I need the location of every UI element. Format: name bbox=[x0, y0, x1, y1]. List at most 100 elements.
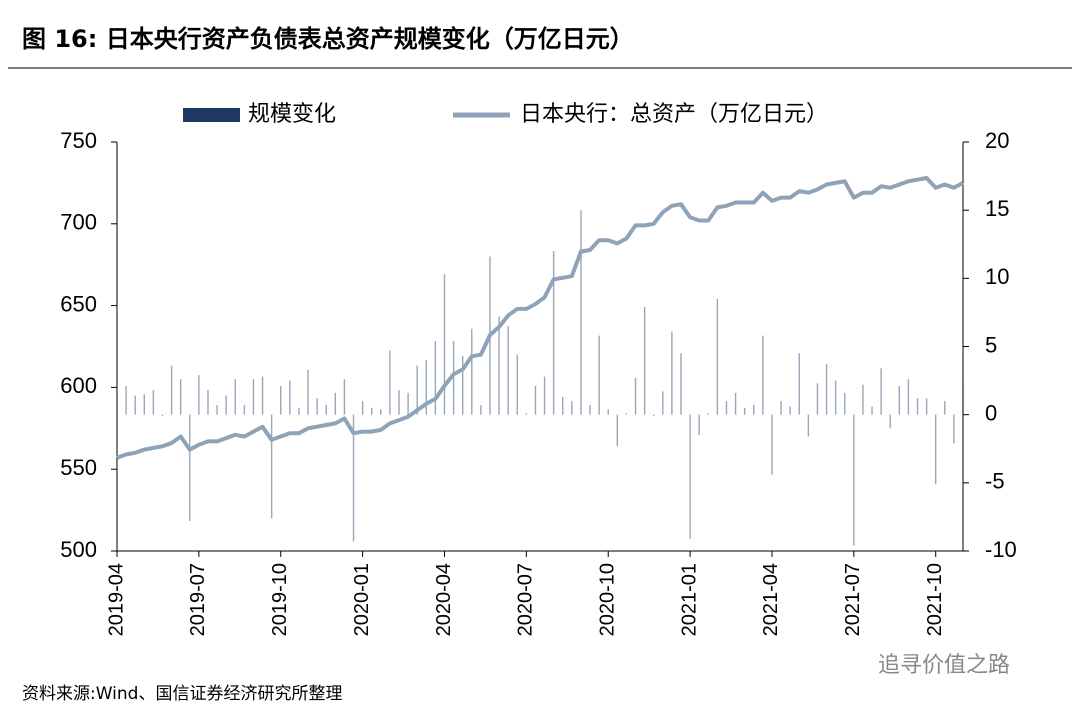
bar bbox=[334, 392, 337, 415]
y-tick-label: 600 bbox=[60, 373, 97, 398]
bar bbox=[816, 383, 819, 415]
x-tick-label: 2021-07 bbox=[842, 563, 864, 636]
x-tick-label: 2021-01 bbox=[678, 563, 700, 636]
bar bbox=[298, 407, 300, 415]
bar bbox=[834, 380, 837, 415]
bar bbox=[289, 380, 291, 415]
bar bbox=[452, 341, 455, 415]
bar bbox=[734, 392, 737, 415]
bar bbox=[170, 365, 173, 415]
bar bbox=[916, 398, 919, 415]
bar bbox=[725, 401, 728, 415]
y2-tick-label: 15 bbox=[985, 196, 1009, 221]
bar bbox=[361, 401, 364, 415]
bar bbox=[944, 401, 946, 415]
bar bbox=[143, 394, 145, 415]
bar bbox=[935, 414, 937, 485]
y2-tick-label: 5 bbox=[985, 332, 997, 357]
bar bbox=[225, 395, 227, 415]
bar bbox=[443, 274, 446, 415]
bar bbox=[125, 386, 127, 415]
y2-tick-label: -10 bbox=[985, 537, 1017, 562]
bar bbox=[343, 379, 346, 415]
bar bbox=[898, 386, 901, 415]
line bbox=[116, 176, 964, 460]
bar bbox=[434, 341, 437, 415]
bar bbox=[762, 335, 764, 415]
bar bbox=[207, 390, 209, 415]
bar bbox=[798, 353, 800, 415]
x-tick-label: 2020-01 bbox=[351, 563, 373, 636]
legend-label: 规模变化 bbox=[248, 102, 336, 127]
bar bbox=[580, 210, 582, 415]
bar bbox=[607, 409, 609, 415]
bar bbox=[825, 364, 828, 415]
bar bbox=[571, 401, 573, 415]
x-tick-label: 2020-10 bbox=[597, 563, 619, 636]
bar bbox=[380, 409, 382, 415]
bar bbox=[807, 414, 810, 437]
bar bbox=[316, 398, 318, 415]
y-tick-label: 750 bbox=[60, 128, 97, 153]
bar bbox=[252, 379, 255, 415]
x-tick-label: 2021-04 bbox=[760, 563, 782, 636]
bar bbox=[534, 386, 537, 415]
bar bbox=[371, 407, 373, 415]
bar bbox=[189, 414, 191, 522]
bar bbox=[134, 395, 136, 415]
bar bbox=[461, 356, 464, 415]
x-tick-label: 2019-04 bbox=[105, 563, 127, 636]
legend-swatch bbox=[183, 108, 240, 122]
y-tick-label: 500 bbox=[60, 537, 97, 562]
bar bbox=[771, 414, 773, 475]
x-tick-label: 2019-10 bbox=[269, 563, 291, 636]
bar bbox=[216, 405, 218, 415]
bar bbox=[280, 386, 282, 415]
y-tick-label: 700 bbox=[60, 210, 97, 235]
bar bbox=[480, 405, 482, 415]
bar bbox=[743, 407, 746, 415]
y2-tick-label: 10 bbox=[985, 264, 1009, 289]
bar bbox=[352, 414, 355, 542]
bar bbox=[962, 379, 964, 415]
bar bbox=[925, 398, 928, 415]
bar bbox=[789, 406, 791, 415]
bar bbox=[425, 360, 427, 415]
bar bbox=[507, 326, 509, 415]
bar bbox=[325, 405, 327, 415]
bar bbox=[671, 331, 673, 415]
x-tick-label: 2019-07 bbox=[187, 563, 209, 636]
bar bbox=[953, 414, 955, 444]
source-note: 资料来源:Wind、国信证券经济研究所整理 bbox=[22, 684, 342, 704]
bar bbox=[471, 328, 473, 415]
y-tick-label: 650 bbox=[60, 291, 97, 316]
x-tick-label: 2021-10 bbox=[924, 563, 946, 636]
bar bbox=[389, 350, 391, 415]
legend-label: 日本央行：总资产（万亿日元） bbox=[520, 102, 828, 127]
bar bbox=[243, 405, 246, 415]
bar bbox=[689, 414, 691, 539]
y-tick-label: 550 bbox=[60, 455, 97, 480]
bar bbox=[625, 413, 628, 415]
bar bbox=[552, 251, 555, 415]
bar bbox=[498, 316, 500, 415]
bar bbox=[844, 392, 846, 415]
bar bbox=[562, 396, 564, 415]
bar bbox=[862, 384, 864, 415]
bar bbox=[853, 414, 855, 546]
bar bbox=[198, 375, 200, 415]
watermark: 追寻价值之路 bbox=[878, 653, 1010, 678]
bar bbox=[880, 368, 882, 415]
bar bbox=[907, 379, 910, 415]
y2-tick-label: -5 bbox=[985, 469, 1005, 494]
bar bbox=[598, 335, 600, 415]
bar bbox=[152, 390, 155, 415]
bar bbox=[416, 365, 418, 415]
bar bbox=[261, 376, 264, 415]
y2-tick-label: 0 bbox=[985, 400, 997, 425]
bar bbox=[889, 414, 891, 429]
bar bbox=[707, 413, 709, 415]
bar bbox=[616, 414, 619, 447]
bar bbox=[407, 392, 409, 415]
